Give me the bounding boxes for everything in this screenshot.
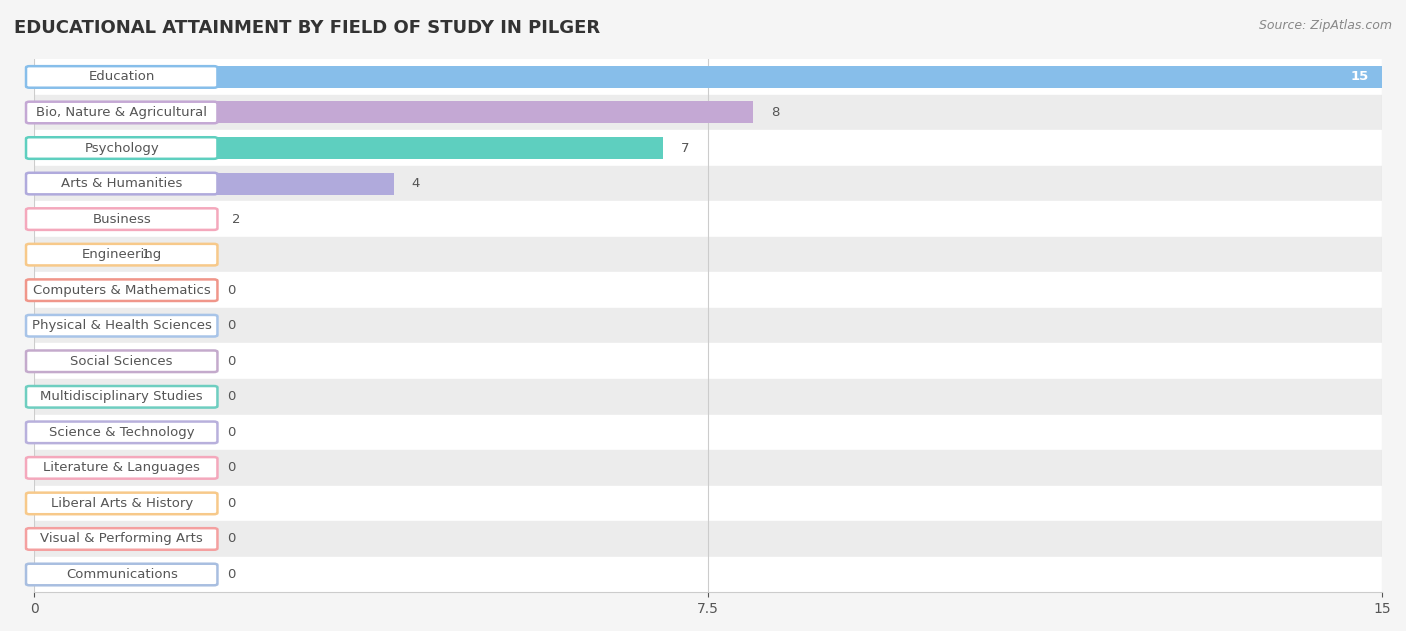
- Bar: [34, 422, 209, 444]
- Text: 4: 4: [412, 177, 420, 190]
- Bar: [34, 201, 1382, 237]
- Bar: [34, 386, 209, 408]
- Text: Liberal Arts & History: Liberal Arts & History: [51, 497, 193, 510]
- Text: 0: 0: [228, 497, 236, 510]
- Text: 0: 0: [228, 355, 236, 368]
- FancyBboxPatch shape: [27, 493, 218, 514]
- Bar: [34, 528, 209, 550]
- Bar: [34, 315, 209, 337]
- Bar: [34, 563, 209, 586]
- FancyBboxPatch shape: [27, 244, 218, 266]
- Text: Business: Business: [93, 213, 150, 226]
- Bar: [34, 279, 209, 301]
- Text: 0: 0: [228, 426, 236, 439]
- Text: 8: 8: [770, 106, 779, 119]
- Text: Education: Education: [89, 71, 155, 83]
- Bar: [34, 237, 1382, 273]
- FancyBboxPatch shape: [27, 66, 218, 88]
- Bar: [34, 521, 1382, 557]
- FancyBboxPatch shape: [27, 280, 218, 301]
- Text: 7: 7: [681, 141, 690, 155]
- Bar: [34, 66, 1382, 88]
- Bar: [34, 130, 1382, 166]
- Text: Psychology: Psychology: [84, 141, 159, 155]
- FancyBboxPatch shape: [27, 350, 218, 372]
- Bar: [34, 343, 1382, 379]
- Text: Physical & Health Sciences: Physical & Health Sciences: [32, 319, 212, 333]
- Text: EDUCATIONAL ATTAINMENT BY FIELD OF STUDY IN PILGER: EDUCATIONAL ATTAINMENT BY FIELD OF STUDY…: [14, 19, 600, 37]
- FancyBboxPatch shape: [27, 137, 218, 159]
- Bar: [34, 415, 1382, 450]
- FancyBboxPatch shape: [27, 528, 218, 550]
- Text: Science & Technology: Science & Technology: [49, 426, 194, 439]
- Bar: [34, 379, 1382, 415]
- FancyBboxPatch shape: [27, 422, 218, 443]
- Bar: [34, 308, 1382, 343]
- Text: 1: 1: [142, 248, 150, 261]
- Bar: [34, 273, 1382, 308]
- Bar: [34, 59, 1382, 95]
- Text: Visual & Performing Arts: Visual & Performing Arts: [41, 533, 202, 545]
- FancyBboxPatch shape: [27, 386, 218, 408]
- FancyBboxPatch shape: [27, 208, 218, 230]
- Bar: [34, 450, 1382, 486]
- Text: Source: ZipAtlas.com: Source: ZipAtlas.com: [1258, 19, 1392, 32]
- Text: Computers & Mathematics: Computers & Mathematics: [32, 284, 211, 297]
- Text: 0: 0: [228, 284, 236, 297]
- Bar: [34, 102, 754, 124]
- Text: 0: 0: [228, 391, 236, 403]
- Bar: [34, 95, 1382, 130]
- Bar: [34, 486, 1382, 521]
- Bar: [34, 172, 394, 194]
- FancyBboxPatch shape: [27, 457, 218, 479]
- FancyBboxPatch shape: [27, 173, 218, 194]
- Bar: [34, 492, 209, 514]
- Text: 15: 15: [1350, 71, 1368, 83]
- Bar: [34, 557, 1382, 593]
- Text: Bio, Nature & Agricultural: Bio, Nature & Agricultural: [37, 106, 207, 119]
- Bar: [34, 208, 214, 230]
- Text: 0: 0: [228, 319, 236, 333]
- Text: 0: 0: [228, 461, 236, 475]
- Text: 0: 0: [228, 568, 236, 581]
- FancyBboxPatch shape: [27, 563, 218, 586]
- Text: Literature & Languages: Literature & Languages: [44, 461, 200, 475]
- FancyBboxPatch shape: [27, 315, 218, 336]
- FancyBboxPatch shape: [27, 102, 218, 123]
- Bar: [34, 350, 209, 372]
- Bar: [34, 166, 1382, 201]
- Text: Engineering: Engineering: [82, 248, 162, 261]
- Bar: [34, 457, 209, 479]
- Text: 0: 0: [228, 533, 236, 545]
- Text: Communications: Communications: [66, 568, 177, 581]
- Text: Social Sciences: Social Sciences: [70, 355, 173, 368]
- Bar: [34, 244, 124, 266]
- Text: Multidisciplinary Studies: Multidisciplinary Studies: [41, 391, 202, 403]
- Bar: [34, 137, 664, 159]
- Text: Arts & Humanities: Arts & Humanities: [60, 177, 183, 190]
- Text: 2: 2: [232, 213, 240, 226]
